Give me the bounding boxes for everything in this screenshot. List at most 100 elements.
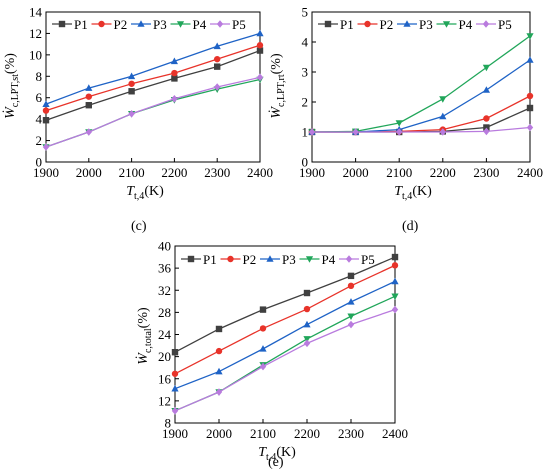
- y-tick-label: 24: [158, 327, 172, 342]
- data-point-p4: [526, 33, 534, 40]
- data-point-p5: [391, 305, 399, 314]
- legend-label-p4: P4: [322, 252, 336, 267]
- data-point-p3: [303, 320, 311, 328]
- data-point-p1: [215, 325, 223, 333]
- y-tick-label: 1: [302, 125, 309, 140]
- y-axis-label: Ẇc,LPT,st(%): [1, 53, 21, 119]
- legend-label-p2: P2: [114, 17, 128, 32]
- legend-label-p5: P5: [232, 17, 246, 32]
- y-tick-label: 16: [158, 371, 172, 386]
- data-point-p4: [395, 120, 403, 127]
- x-tick-label: 2400: [382, 426, 408, 441]
- data-point-p3: [526, 56, 534, 63]
- data-point-p2: [128, 80, 135, 87]
- y-tick-label: 0: [302, 155, 309, 170]
- data-point-p5: [259, 362, 267, 371]
- series-line-p1: [174, 256, 396, 353]
- data-point-p5: [215, 388, 223, 396]
- data-point-p4: [439, 96, 447, 103]
- x-tick-label: 2300: [204, 165, 230, 180]
- legend-marker-p4: [305, 256, 314, 263]
- data-point-p2: [256, 42, 264, 49]
- data-point-p5: [308, 128, 316, 136]
- series-line-p5: [312, 126, 531, 133]
- data-point-p3: [347, 298, 355, 305]
- data-point-p2: [483, 115, 490, 122]
- legend-marker-p4: [442, 21, 451, 28]
- data-point-p5: [214, 83, 221, 91]
- chart-panel-d: 1900 2000 2100 2200 2300 2400 0 1 2 3 4 5 Tt,4(K) Ẇc,…: [267, 5, 543, 203]
- data-point-p2: [85, 93, 93, 100]
- y-tick-label: 12: [158, 393, 171, 408]
- data-point-p5: [347, 320, 355, 329]
- data-point-p2: [214, 55, 221, 63]
- data-point-p5: [352, 128, 359, 136]
- data-point-p5: [303, 339, 311, 348]
- data-point-p4: [482, 64, 490, 72]
- y-tick-label: 12: [29, 26, 42, 41]
- series-line-p2: [174, 264, 396, 375]
- y-tick-label: 8: [165, 416, 172, 431]
- data-point-p4: [303, 336, 311, 343]
- data-point-p4: [391, 293, 399, 301]
- y-tick-label: 4: [36, 112, 43, 127]
- data-point-p5: [42, 143, 50, 151]
- y-tick-label: 10: [29, 47, 42, 62]
- series-line-p3: [45, 32, 261, 105]
- series-line-p2: [45, 44, 261, 112]
- data-point-p1: [171, 75, 178, 82]
- x-axis-label: Tt,4(K): [394, 184, 432, 202]
- legend-label-p3: P3: [419, 17, 433, 32]
- data-point-p2: [42, 107, 50, 114]
- data-point-p5: [171, 94, 178, 103]
- data-point-p3: [259, 345, 267, 352]
- legend-marker-p2: [98, 20, 105, 28]
- data-point-p1: [391, 253, 399, 261]
- y-tick-label: 28: [158, 305, 171, 320]
- series-line-p2: [312, 95, 531, 133]
- x-tick-label: 2100: [119, 165, 145, 180]
- legend-marker-p3: [266, 255, 274, 262]
- data-point-p2: [391, 262, 399, 269]
- y-tick-label: 5: [302, 5, 309, 20]
- legend-marker-p5: [482, 20, 490, 28]
- legend-label-p2: P2: [380, 17, 394, 32]
- data-point-p3: [128, 72, 136, 80]
- legend-label-p3: P3: [282, 252, 296, 267]
- data-point-p2: [303, 305, 311, 313]
- legend-label-p3: P3: [153, 17, 167, 32]
- series-line-p3: [174, 280, 396, 390]
- x-tick-label: 2400: [247, 165, 273, 180]
- data-point-p3: [213, 42, 221, 50]
- data-point-p1: [214, 63, 221, 70]
- series-line-p1: [45, 49, 261, 121]
- plot-frame: [311, 11, 531, 163]
- legend-marker-p1: [324, 20, 332, 28]
- x-tick-label: 2000: [343, 165, 369, 180]
- legend-marker-p1: [58, 20, 66, 28]
- plot-frame: [45, 11, 261, 163]
- data-point-p3: [482, 86, 490, 93]
- caption-c: (c): [131, 219, 147, 234]
- y-tick-label: 14: [29, 5, 43, 20]
- series-line-p4: [45, 78, 261, 148]
- y-tick-label: 6: [36, 90, 43, 105]
- chart-panel-c: 1900 2000 2100 2200 2300 2400 0 2 4 6 8 10 12 14 Tt,4(…: [1, 5, 273, 203]
- data-point-p1: [259, 306, 267, 313]
- data-point-p5: [85, 128, 92, 136]
- data-point-p3: [215, 367, 223, 375]
- data-point-p2: [171, 370, 179, 377]
- data-point-p5: [439, 128, 446, 136]
- x-tick-label: 2100: [386, 165, 412, 180]
- legend-label-p2: P2: [243, 252, 257, 267]
- legend-label-p1: P1: [203, 252, 217, 267]
- series-line-p5: [174, 308, 396, 412]
- y-tick-label: 40: [158, 239, 171, 254]
- data-point-p5: [396, 128, 403, 136]
- y-tick-label: 20: [158, 349, 171, 364]
- legend-label-p4: P4: [193, 17, 207, 32]
- x-tick-label: 1900: [299, 165, 325, 180]
- data-point-p1: [85, 102, 92, 109]
- data-point-p3: [439, 112, 447, 120]
- legend-label-p1: P1: [74, 17, 88, 32]
